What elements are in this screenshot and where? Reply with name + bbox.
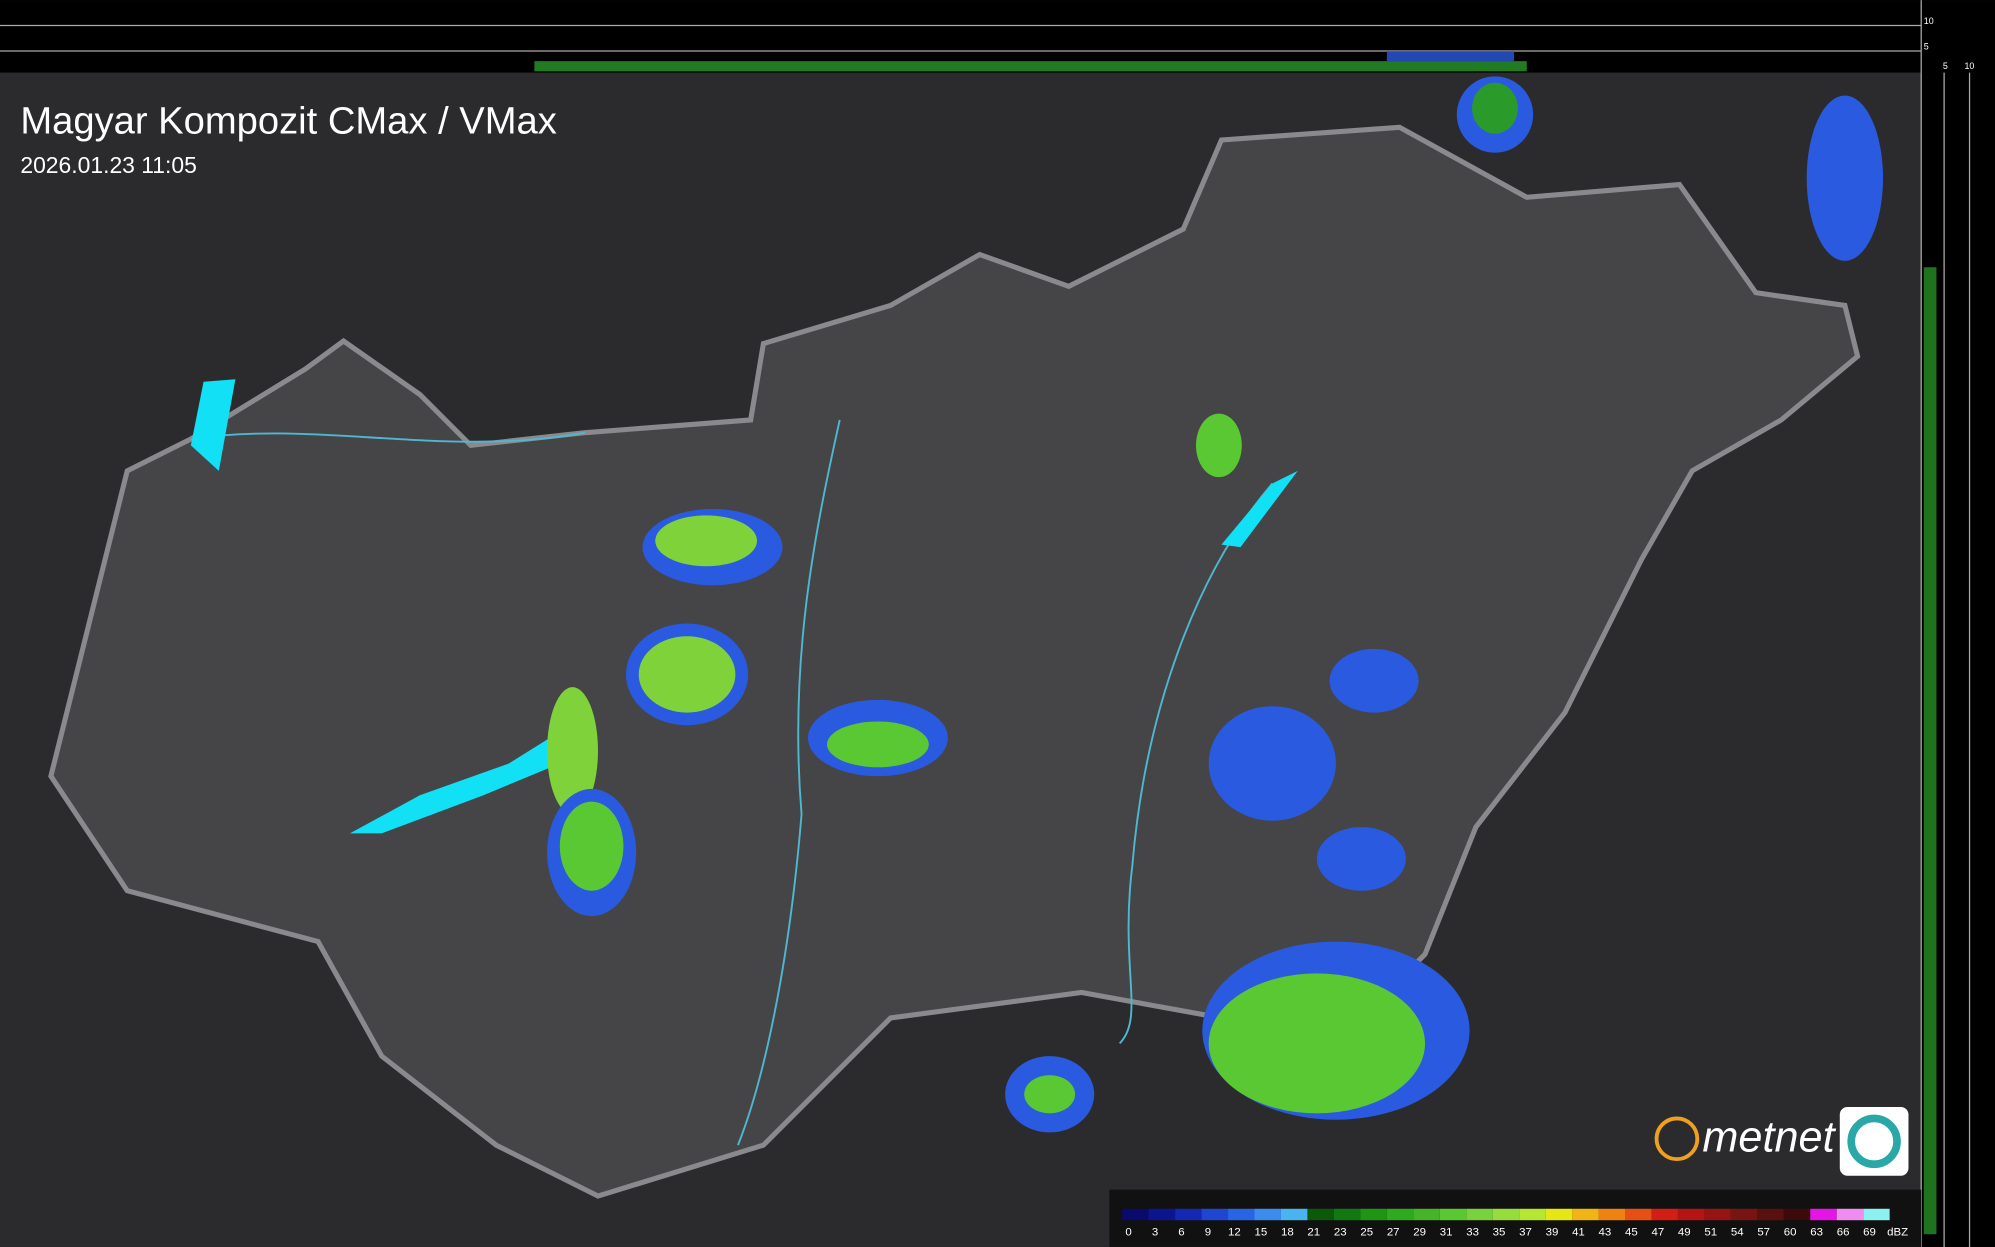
legend-swatch bbox=[1863, 1208, 1890, 1221]
legend-swatch bbox=[1730, 1208, 1758, 1221]
echo bbox=[547, 687, 598, 815]
legend-label: 39 bbox=[1546, 1226, 1559, 1238]
echo bbox=[1208, 706, 1336, 821]
timestamp: 2026.01.23 11:05 bbox=[20, 152, 197, 178]
river bbox=[190, 431, 586, 443]
legend-swatch bbox=[1836, 1208, 1864, 1221]
legend-label: 15 bbox=[1255, 1226, 1268, 1238]
legend-label: 35 bbox=[1493, 1226, 1506, 1238]
logo: metnet bbox=[1654, 1106, 1909, 1176]
legend-label: 51 bbox=[1704, 1226, 1717, 1238]
river bbox=[737, 419, 841, 1146]
legend-label: 25 bbox=[1360, 1226, 1373, 1238]
legend-label: 31 bbox=[1440, 1226, 1453, 1238]
legend-swatch bbox=[1783, 1208, 1811, 1221]
legend-label: 29 bbox=[1413, 1226, 1426, 1238]
country-area bbox=[48, 124, 1861, 1199]
legend-swatch bbox=[1280, 1208, 1308, 1221]
legend-label: 12 bbox=[1228, 1226, 1241, 1238]
legend-label: 45 bbox=[1625, 1226, 1638, 1238]
profile-axis-label: 10 bbox=[1964, 61, 1974, 71]
river bbox=[1118, 482, 1274, 1045]
lake bbox=[1221, 470, 1298, 548]
legend-swatch bbox=[1598, 1208, 1626, 1221]
legend-unit: dBZ bbox=[1887, 1226, 1908, 1238]
profile-echo bbox=[534, 61, 1527, 72]
radar-echoes bbox=[547, 76, 1884, 1133]
legend-label: 23 bbox=[1334, 1226, 1347, 1238]
legend-label: 69 bbox=[1863, 1226, 1876, 1238]
legend-swatch bbox=[1254, 1208, 1281, 1221]
legend-swatch bbox=[1333, 1208, 1361, 1221]
legend-label: 37 bbox=[1519, 1226, 1532, 1238]
legend-label: 54 bbox=[1731, 1226, 1744, 1238]
legend-swatch bbox=[1704, 1208, 1731, 1221]
echo bbox=[1472, 82, 1518, 134]
top-profile bbox=[0, 0, 1922, 73]
legend-swatch bbox=[1360, 1208, 1387, 1221]
legend-swatch bbox=[1201, 1208, 1229, 1221]
legend-label: 49 bbox=[1678, 1226, 1691, 1238]
logo-sun bbox=[1654, 1116, 1700, 1162]
legend-label: 57 bbox=[1757, 1226, 1770, 1238]
legend-swatch bbox=[1413, 1208, 1440, 1221]
legend-swatch bbox=[1175, 1208, 1202, 1221]
legend-swatch bbox=[1651, 1208, 1678, 1221]
echo bbox=[1316, 827, 1406, 891]
legend-swatch bbox=[1492, 1208, 1520, 1221]
profile-echo bbox=[1923, 267, 1937, 1235]
legend-label: 9 bbox=[1205, 1226, 1211, 1238]
legend-label: 21 bbox=[1307, 1226, 1320, 1238]
echo bbox=[827, 721, 929, 768]
legend-swatch bbox=[1757, 1208, 1784, 1221]
echo bbox=[1024, 1075, 1076, 1114]
echo bbox=[638, 636, 736, 713]
legend-swatch bbox=[1122, 1208, 1149, 1221]
legend-label: 27 bbox=[1387, 1226, 1400, 1238]
legend-swatch bbox=[1148, 1208, 1176, 1221]
legend-label: 3 bbox=[1152, 1226, 1158, 1238]
legend-swatch bbox=[1439, 1208, 1467, 1221]
legend-swatch bbox=[1810, 1208, 1837, 1221]
echo bbox=[1208, 973, 1425, 1114]
echo bbox=[559, 801, 624, 891]
legend-label: 18 bbox=[1281, 1226, 1294, 1238]
logo-spiral bbox=[1847, 1114, 1901, 1169]
legend-label: 63 bbox=[1810, 1226, 1823, 1238]
legend: 0 3 6 9 12 15 18 21 23 25 27 29 31 33 35 37 39 41 43 45 47 49… bbox=[1122, 1208, 1908, 1238]
legend-swatch bbox=[1677, 1208, 1705, 1221]
legend-swatch bbox=[1466, 1208, 1493, 1221]
logo-text: metnet bbox=[1702, 1114, 1836, 1162]
lake bbox=[349, 731, 560, 834]
legend-label: 41 bbox=[1572, 1226, 1585, 1238]
legend-swatch bbox=[1625, 1208, 1652, 1221]
legend-label: 33 bbox=[1466, 1226, 1479, 1238]
legend-swatch bbox=[1545, 1208, 1573, 1221]
legend-label: 6 bbox=[1178, 1226, 1184, 1238]
legend-swatch bbox=[1228, 1208, 1255, 1221]
legend-label: 47 bbox=[1651, 1226, 1664, 1238]
echo bbox=[655, 515, 758, 567]
legend-label: 60 bbox=[1784, 1226, 1797, 1238]
profile-axis-label: 5 bbox=[1924, 42, 1929, 52]
lake bbox=[190, 379, 236, 471]
legend-swatch bbox=[1307, 1208, 1334, 1221]
echo bbox=[1329, 648, 1419, 713]
legend-label: 66 bbox=[1837, 1226, 1850, 1238]
profile-axis-label: 5 bbox=[1943, 61, 1948, 71]
legend-label: 0 bbox=[1125, 1226, 1131, 1238]
legend-swatch bbox=[1386, 1208, 1414, 1221]
legend-swatch bbox=[1519, 1208, 1546, 1221]
echo bbox=[1195, 413, 1242, 478]
echo bbox=[1806, 95, 1884, 261]
profile-echo bbox=[1386, 50, 1515, 62]
profile-axis-label: 10 bbox=[1924, 16, 1934, 26]
title: Magyar Kompozit CMax / VMax bbox=[20, 100, 556, 143]
legend-label: 43 bbox=[1599, 1226, 1612, 1238]
legend-swatch bbox=[1572, 1208, 1599, 1221]
